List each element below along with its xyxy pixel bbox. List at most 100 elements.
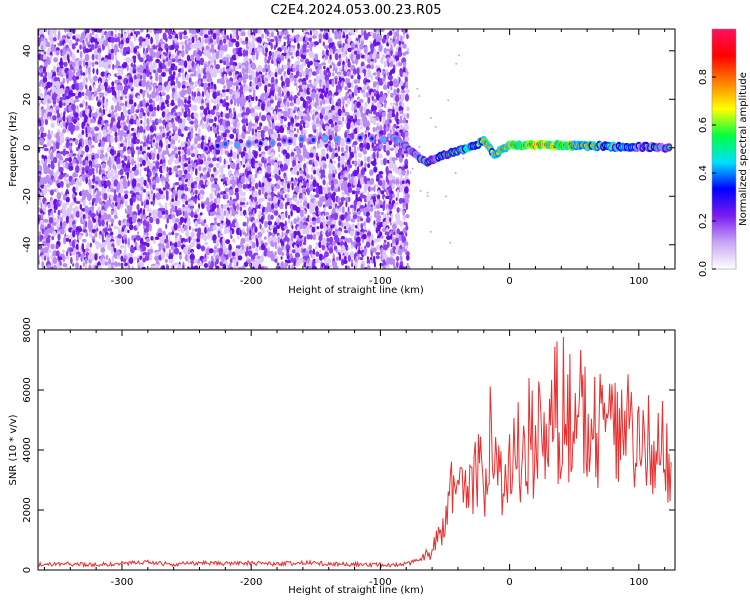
- heatmap-noise-cell: [75, 34, 81, 39]
- heatmap-noise-cell: [277, 38, 282, 43]
- heatmap-noise-cell: [70, 142, 73, 147]
- heatmap-noise-cell: [261, 103, 266, 111]
- heatmap-noise-cell: [258, 153, 262, 158]
- heatmap-noise-cell: [353, 88, 358, 97]
- heatmap-noise-cell: [253, 252, 259, 257]
- heatmap-noise-cell: [342, 60, 345, 67]
- heatmap-noise-cell: [81, 150, 85, 155]
- heatmap-noise-cell: [194, 80, 198, 88]
- heatmap-noise-cell: [148, 98, 153, 104]
- heatmap-noise-cell: [370, 74, 373, 81]
- heatmap-noise-cell: [377, 194, 381, 201]
- heatmap-noise-cell: [155, 176, 160, 184]
- heatmap-noise-cell: [38, 199, 41, 206]
- heatmap-noise-cell: [366, 130, 369, 134]
- heatmap-noise-cell: [251, 70, 255, 76]
- heatmap-noise-cell: [296, 55, 300, 60]
- heatmap-noise-cell: [359, 256, 364, 261]
- heatmap-noise-cell: [59, 87, 64, 95]
- heatmap-noise-cell: [323, 65, 326, 70]
- heatmap-noise-cell: [119, 149, 125, 154]
- heatmap-noise-cell: [308, 216, 312, 223]
- heatmap-noise-cell: [324, 257, 328, 264]
- heatmap-noise-cell: [141, 79, 147, 88]
- heatmap-noise-cell: [94, 231, 98, 238]
- heatmap-noise-cell: [343, 29, 349, 33]
- heatmap-noise-cell: [152, 184, 156, 190]
- heatmap-noise-cell: [287, 218, 291, 224]
- heatmap-noise-cell: [104, 207, 107, 212]
- heatmap-noise-cell: [103, 241, 107, 245]
- heatmap-noise-cell: [135, 146, 140, 151]
- heatmap-noise-cell: [149, 71, 152, 76]
- heatmap-noise-cell: [318, 38, 322, 44]
- heatmap-noise-cell: [287, 46, 290, 53]
- heatmap-noise-cell: [215, 238, 219, 243]
- heatmap-noise-cell: [319, 214, 322, 221]
- heatmap-noise-cell: [342, 98, 345, 106]
- heatmap-noise-cell: [58, 256, 63, 261]
- heatmap-noise-cell: [380, 235, 384, 239]
- heatmap-noise-cell: [127, 229, 130, 234]
- heatmap-noise-cell: [302, 115, 307, 122]
- heatmap-noise-cell: [244, 233, 250, 237]
- heatmap-noise-cell: [166, 94, 170, 101]
- heatmap-noise-cell: [214, 59, 217, 67]
- heatmap-noise-cell: [209, 88, 214, 93]
- heatmap-noise-cell: [129, 199, 133, 207]
- heatmap-noise-cell: [50, 243, 55, 250]
- heatmap-noise-cell: [232, 198, 238, 202]
- heatmap-noise-cell: [270, 76, 275, 85]
- heatmap-noise-cell: [218, 54, 223, 58]
- heatmap-noise-cell: [209, 67, 213, 75]
- heatmap-noise-cell: [190, 85, 195, 90]
- heatmap-noise-cell: [376, 238, 381, 242]
- heatmap-noise-cell: [305, 74, 309, 81]
- heatmap-noise-cell: [168, 232, 172, 236]
- heatmap-noise-cell: [334, 53, 339, 61]
- heatmap-noise-cell: [171, 143, 175, 149]
- heatmap-noise-cell: [129, 109, 135, 114]
- heatmap-noise-cell: [152, 139, 155, 143]
- heatmap-noise-cell: [145, 125, 151, 131]
- heatmap-noise-cell: [245, 118, 249, 124]
- heatmap-noise-cell: [371, 53, 377, 60]
- heatmap-noise-cell: [241, 40, 246, 45]
- heatmap-noise-cell: [114, 33, 117, 39]
- heatmap-noise-cell: [379, 115, 382, 123]
- heatmap-noise-cell: [283, 266, 288, 269]
- heatmap-noise-cell: [140, 212, 144, 220]
- heatmap-noise-cell: [84, 248, 90, 252]
- heatmap-noise-cell: [63, 61, 68, 67]
- heatmap-noise-cell: [150, 201, 153, 205]
- heatmap-noise-cell: [119, 244, 125, 249]
- heatmap-noise-cell: [357, 74, 361, 81]
- heatmap-noise-cell: [193, 259, 199, 264]
- heatmap-noise-cell: [305, 151, 311, 160]
- heatmap-noise-cell: [350, 244, 354, 249]
- heatmap-noise-cell: [152, 169, 156, 177]
- heatmap-noise-cell: [129, 67, 134, 74]
- heatmap-noise-cell: [163, 247, 166, 253]
- heatmap-noise-cell: [248, 74, 253, 81]
- heatmap-noise-cell: [59, 121, 64, 128]
- heatmap-noise-cell: [332, 68, 335, 72]
- heatmap-noise-cell: [167, 30, 172, 36]
- heatmap-noise-cell: [292, 249, 296, 254]
- heatmap-noise-cell: [111, 265, 114, 269]
- heatmap-noise-cell: [340, 199, 344, 206]
- heatmap-noise-cell: [267, 213, 272, 222]
- heatmap-noise-cell: [263, 184, 269, 190]
- heatmap-noise-cell: [157, 233, 163, 237]
- heatmap-noise-cell: [254, 265, 259, 269]
- heatmap-noise-cell: [187, 157, 191, 162]
- heatmap-noise-cell: [347, 186, 352, 193]
- heatmap-noise-cell: [194, 197, 197, 204]
- heatmap-noise-cell: [166, 103, 170, 108]
- heatmap-noise-cell: [240, 31, 246, 37]
- heatmap-noise-cell: [148, 57, 154, 62]
- heatmap-noise-cell: [86, 193, 92, 202]
- heatmap-noise-cell: [193, 265, 199, 269]
- heatmap-noise-cell: [284, 106, 288, 111]
- heatmap-noise-cell: [103, 212, 108, 221]
